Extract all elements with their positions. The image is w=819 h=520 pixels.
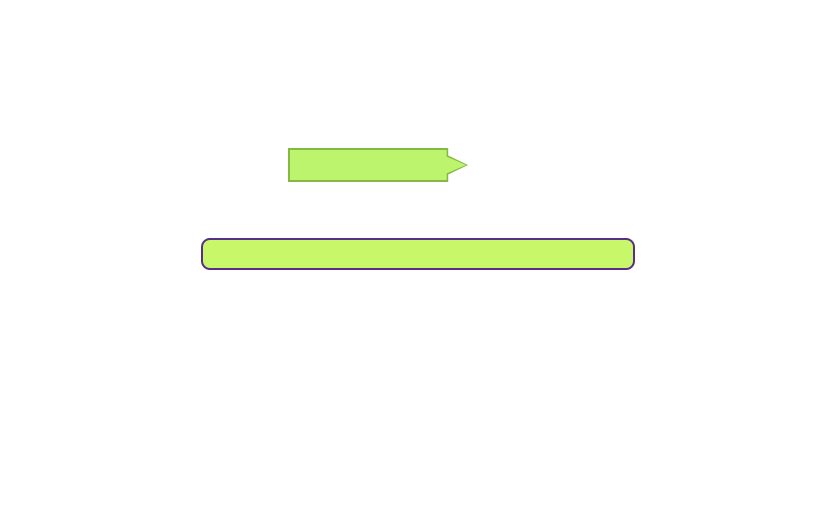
top-chart-legend	[742, 14, 773, 54]
ma3-line-swatch	[747, 285, 771, 288]
title-banner	[201, 238, 635, 270]
legend-item-MA21[interactable]	[747, 308, 778, 320]
banner-arrow-fill	[290, 150, 466, 180]
legend-item-8ma[interactable]	[742, 28, 773, 40]
legend-item-3ma[interactable]	[742, 14, 773, 26]
ma8-line-swatch	[747, 299, 771, 302]
ma21-line-swatch	[742, 47, 766, 50]
legend-item-21ma[interactable]	[742, 42, 773, 54]
ma3-line-swatch	[742, 19, 766, 22]
bottom-chart-legend	[747, 280, 778, 320]
legend-item-MA8[interactable]	[747, 294, 778, 306]
legend-item-MA3[interactable]	[747, 280, 778, 292]
ma21-line-swatch	[747, 313, 771, 316]
ma8-line-swatch	[742, 33, 766, 36]
sell-annotation-text	[294, 148, 446, 182]
sell-point-banner-arrow	[288, 148, 468, 182]
